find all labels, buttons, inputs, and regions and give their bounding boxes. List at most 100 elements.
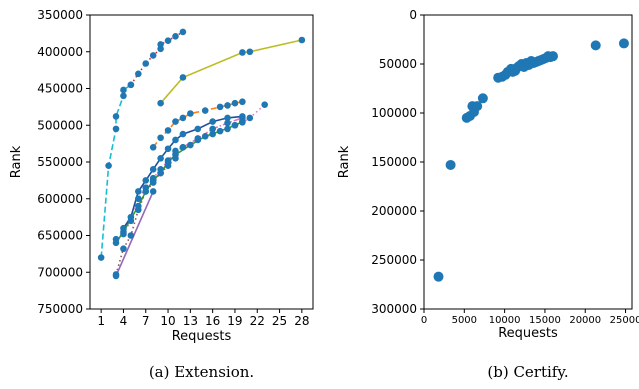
data-point [172,118,179,125]
data-point [231,121,239,129]
data-point [216,127,224,135]
data-point [135,206,142,214]
data-point [135,188,142,195]
y-tick-label: 500000 [37,118,83,132]
data-point [164,37,172,45]
x-tick-label: 10 [160,314,175,328]
data-point [590,40,601,51]
data-point [157,169,164,177]
data-point [127,81,135,89]
data-point [187,110,194,117]
data-point [142,60,150,67]
data-point [445,159,456,170]
y-tick-label: 150000 [371,155,417,169]
y-tick-label: 750000 [37,302,83,316]
data-point [112,239,120,247]
data-point [433,271,444,282]
data-point [477,93,488,104]
y-tick-label: 200000 [371,204,417,218]
series-line-5 [115,120,243,244]
y-tick-label: 50000 [379,57,417,71]
data-point [157,155,164,162]
x-tick-label: 19 [227,314,242,328]
data-point [224,114,231,122]
data-point [135,70,142,78]
x-tick-label: 20000 [569,315,601,326]
x-tick-label: 5000 [452,315,477,326]
data-point [164,145,172,153]
data-point [157,41,164,48]
data-point [149,179,157,186]
data-point [172,136,179,144]
data-point [201,132,209,140]
data-point [224,125,231,133]
data-point [157,134,164,142]
series-line-8 [115,157,177,275]
y-tick-label: 650000 [37,229,83,243]
data-point [224,119,231,127]
data-point [618,38,629,49]
x-tick-label: 15000 [529,315,561,326]
x-tick-label: 25000 [610,315,639,326]
series-line-2 [159,39,303,104]
y-tick-label: 550000 [37,155,83,169]
x-tick-label: 7 [142,314,150,328]
y-tick-label: 300000 [371,302,417,316]
y-tick-label: 100000 [371,106,417,120]
y-tick-label: 400000 [37,45,83,59]
data-point [120,224,127,232]
data-point [172,33,179,40]
data-point [149,188,157,195]
data-point [246,48,254,56]
data-point [127,213,135,221]
data-point [261,101,268,108]
data-point [105,162,112,169]
data-point [194,125,202,133]
data-point [127,232,135,239]
data-point [172,155,179,162]
data-point [164,127,172,134]
data-point [209,125,216,133]
data-point [112,272,120,280]
data-point [231,99,239,107]
data-point [120,86,127,94]
x-tick-label: 10000 [489,315,521,326]
data-point [157,99,164,107]
data-point [246,114,254,122]
data-point [224,102,231,109]
x-axis-label: Requests [172,329,232,344]
data-point [179,28,187,36]
data-point [298,36,306,44]
data-point [120,92,127,100]
data-point [179,114,187,122]
data-point [142,188,150,195]
data-point [112,113,120,120]
data-point [209,118,216,125]
panel-extension: 350000 400000 450000 500000 550000 600000 6500… [9,8,314,381]
data-point [194,135,202,142]
data-point [97,254,105,261]
x-axis-label: Requests [498,326,558,341]
data-point [149,144,157,151]
y-tick-label: 350000 [37,8,83,22]
y-tick-label: 0 [409,8,417,22]
x-tick-label: 1 [97,314,105,328]
y-axis-label: Rank [337,145,352,178]
data-point [209,130,216,138]
data-point [112,125,120,133]
panel-caption: (b) Certify. [487,363,568,381]
data-point [149,52,157,59]
data-point [187,141,194,149]
data-point [135,195,142,203]
data-point [216,103,224,111]
data-point [149,166,157,173]
data-point [472,101,483,112]
x-tick-label: 25 [272,314,287,328]
y-tick-label: 700000 [37,265,83,279]
x-tick-label: 28 [294,314,309,328]
data-point [179,74,187,81]
data-point [201,107,209,114]
data-point [239,49,246,56]
data-point [179,144,187,151]
